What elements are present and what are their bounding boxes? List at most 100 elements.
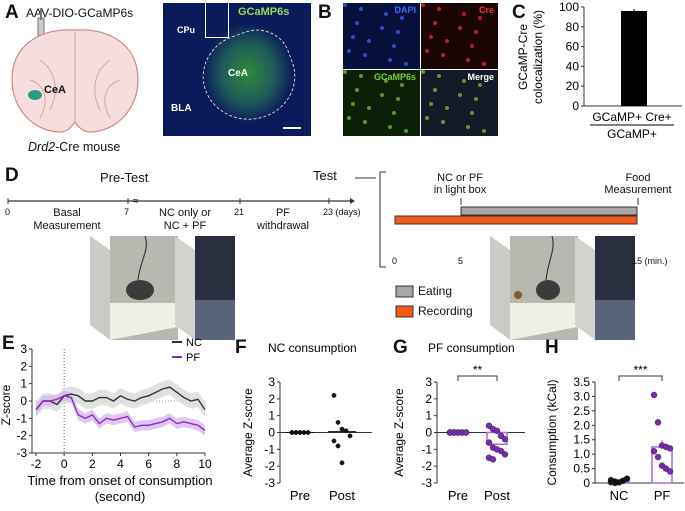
- chart-h-data-point: [654, 419, 662, 426]
- phase-nc-pf: NC only or NC + PF: [159, 207, 211, 232]
- session-end-label: Food Measurement: [604, 172, 672, 196]
- mouse-line-italic: Drd2: [28, 140, 56, 154]
- chart-e-ytick-label: -3: [16, 446, 27, 460]
- chart-f-ytick-label: 0: [268, 426, 275, 440]
- legend-eating-swatch: [395, 285, 414, 298]
- series-line-pf: [35, 395, 206, 432]
- x-label-denominator: GCaMP+: [607, 127, 657, 141]
- mouse-line-label: Drd2-Cre mouse: [28, 140, 120, 154]
- tick-23: 23 (days): [323, 207, 361, 217]
- chart-h-data-point: [650, 448, 658, 455]
- micrograph-merge: Merge: [421, 70, 498, 136]
- pretest-label: Pre-Test: [100, 170, 149, 185]
- gcamp-label: GCaMP6s: [238, 6, 290, 18]
- chart-g-significance: **: [473, 363, 483, 377]
- legend-recording: Recording: [418, 304, 473, 318]
- channel-label: DAPI: [394, 5, 416, 15]
- food-pellets: [514, 291, 522, 299]
- chart-h-data-point: [654, 453, 662, 461]
- chart-h-y-label: Consumption (kCal): [545, 379, 559, 485]
- chart-h-data-point: [666, 468, 674, 475]
- sem-band-pf: [36, 390, 205, 436]
- chart-e-xtick-label: 4: [117, 457, 124, 471]
- chart-g-ytick-label: -1: [421, 442, 432, 456]
- chart-e-ytick-label: 3: [20, 342, 27, 356]
- micrograph-dapi: DAPI: [343, 3, 420, 69]
- chart-e-ytick-label: 1: [20, 377, 27, 391]
- chart-h-significance-bracket: [618, 375, 663, 381]
- chart-g-category-label: Post: [484, 488, 510, 503]
- chart-h-ytick-label: 3.5: [573, 375, 590, 389]
- chart-e-x-label2: (second): [95, 489, 146, 504]
- chart-g-data-point: [489, 456, 497, 463]
- phase-withdrawal: PF withdrawal: [257, 207, 309, 232]
- chart-f-ytick-label: 2: [268, 392, 275, 406]
- tick-7: 7: [124, 207, 130, 217]
- channel-label: Cre: [478, 5, 494, 15]
- chart-f-data-point: [331, 393, 337, 398]
- micrograph-cre: Cre: [421, 3, 498, 69]
- chart-g-ytick-label: 2: [425, 392, 432, 406]
- chart-f-data-point: [343, 428, 349, 434]
- panel-label-a: A: [5, 2, 19, 23]
- chart-h-category-label: NC: [610, 488, 629, 503]
- chart-f-data-point: [347, 433, 353, 439]
- chart-c-ytick-label: 40: [566, 59, 580, 73]
- tick-0: 0: [5, 207, 11, 217]
- y-label-line1: GCaMP-Cre: [516, 24, 530, 90]
- chart-h-ytick-label: 0: [583, 476, 590, 490]
- chart-f-ytick-label: -3: [264, 476, 275, 490]
- chart-f-category-label: Pre: [290, 488, 310, 503]
- session-tick-5: 5: [458, 256, 464, 266]
- chart-g-ytick-label: -3: [421, 476, 432, 490]
- chart-e-x-label: Time from onset of consumption: [27, 473, 212, 488]
- chart-g-ytick-label: 1: [425, 409, 432, 423]
- phase-basal: Basal Measurement: [33, 207, 101, 232]
- chart-e-ytick-label: -2: [16, 429, 27, 443]
- legend-recording-swatch: [395, 305, 414, 318]
- chart-g-y-label: Average Z-score: [392, 388, 406, 477]
- chart-g-data-point: [493, 427, 501, 435]
- chart-h-data-point: [666, 445, 674, 452]
- chart-c-ytick-label: 80: [566, 20, 580, 34]
- chart-c-ytick-label: 100: [559, 0, 579, 14]
- panel-label-f: F: [235, 337, 247, 358]
- chart-g-data-point: [450, 429, 458, 436]
- legend-eating: Eating: [418, 284, 453, 298]
- mouse-line-rest: -Cre mouse: [55, 140, 121, 154]
- chart-f-ytick-label: -1: [264, 442, 275, 456]
- bla-label: BLA: [171, 103, 192, 114]
- chart-c-ytick-label: 60: [566, 40, 580, 54]
- cpu-label: CPu: [177, 25, 195, 35]
- chart-h-data-point: [611, 479, 619, 487]
- chart-f-data-point: [335, 443, 341, 449]
- cage-illustration-1: [90, 235, 235, 340]
- tick-21: 21: [234, 207, 245, 217]
- session-tick-0: 0: [392, 256, 398, 266]
- y-label-line2: colocalization (%): [531, 10, 545, 104]
- chart-g-significance-bracket: [457, 375, 498, 381]
- test-label: Test: [313, 168, 337, 183]
- session-start-label: NC or PF in light box: [433, 172, 487, 196]
- panel-label-b: B: [318, 2, 332, 23]
- chart-f-data-point: [339, 460, 345, 466]
- chart-f-data-point: [335, 419, 341, 425]
- timeline-arrow: [350, 198, 355, 204]
- x-label-numerator: GCaMP+ Cre+: [592, 110, 671, 124]
- cage-illustration-2: [490, 235, 635, 340]
- chart-h-ytick-label: 2.5: [573, 404, 590, 418]
- chart-g-title: PF consumption: [428, 341, 515, 355]
- chart-e-xtick-label: 0: [61, 457, 68, 471]
- panel-label-g: G: [393, 337, 408, 358]
- chart-g-data-point: [462, 429, 470, 436]
- chart-e-xtick-label: 2: [89, 457, 96, 471]
- chart-f-data-point: [339, 426, 345, 432]
- chart-g-data-point: [501, 436, 509, 443]
- chart-f-ytick-label: -2: [264, 459, 275, 473]
- brain-schematic: [11, 8, 139, 133]
- recording-bar: [394, 215, 638, 225]
- micrograph-gcamp6s: GCaMP6s: [343, 70, 420, 136]
